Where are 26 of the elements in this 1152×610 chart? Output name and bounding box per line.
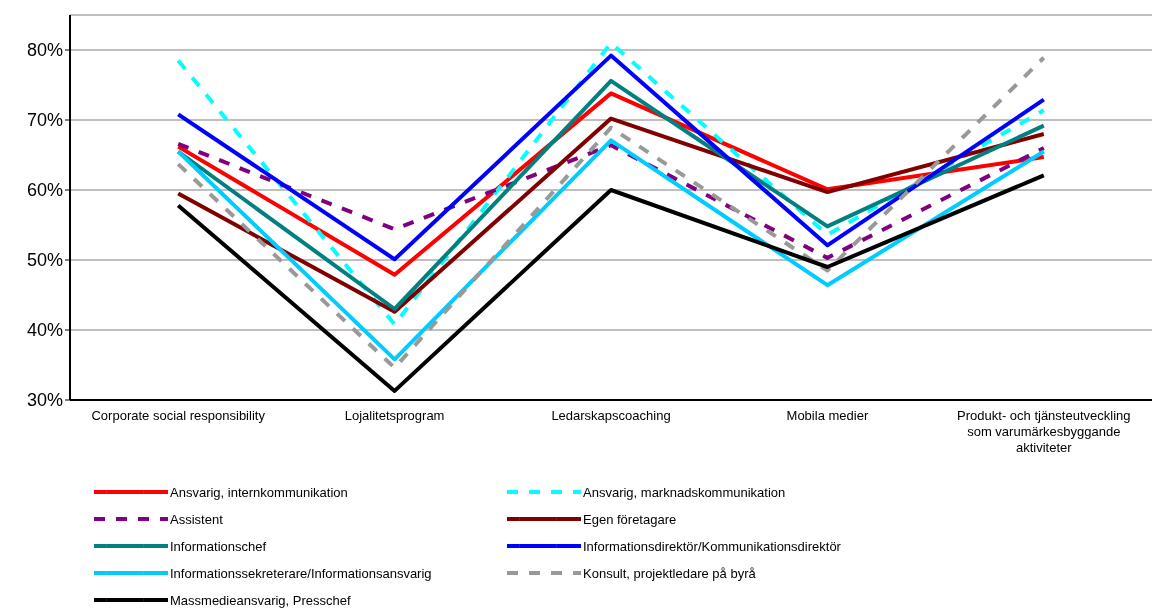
legend-label: Egen företagare: [583, 511, 677, 527]
y-tick-label: 80%: [26, 40, 63, 61]
y-tick-label: 60%: [26, 180, 63, 201]
x-tick-label: Corporate social responsibility: [91, 408, 266, 423]
legend-label: Konsult, projektledare på byrå: [583, 565, 756, 581]
legend-label: Informationssekreterare/Informationsansvarig: [170, 565, 432, 581]
legend-label: Ansvarig, internkommunikation: [170, 484, 348, 500]
y-tick-label: 30%: [26, 390, 63, 411]
legend-label: Informationsdirektör/Kommunikationsdirektör: [583, 538, 841, 554]
y-tick-label: 40%: [26, 320, 63, 341]
line-series: [176, 141, 1046, 260]
legend-label: Ansvarig, marknadskommunikation: [583, 484, 786, 500]
y-tick-label: 50%: [26, 250, 63, 271]
x-tick-label: Mobila medier: [786, 408, 869, 423]
y-tick-label: 70%: [26, 110, 63, 131]
legend-label: Informationschef: [170, 538, 267, 554]
line-series: [176, 55, 1046, 370]
line-series: [176, 138, 1046, 362]
line-series: [176, 116, 1046, 314]
line-series: [176, 173, 1046, 393]
legend-label: Assistent: [170, 511, 223, 527]
line-series: [176, 53, 1046, 262]
legend-label: Massmedieansvarig, Presschef: [170, 592, 351, 608]
x-tick-label: Produkt- och tjänsteutveckling som varumärkesbyggande aktiviteter: [957, 408, 1131, 455]
x-tick-label: Ledarskapscoaching: [551, 408, 671, 423]
x-tick-label: Lojalitetsprogram: [344, 408, 445, 423]
